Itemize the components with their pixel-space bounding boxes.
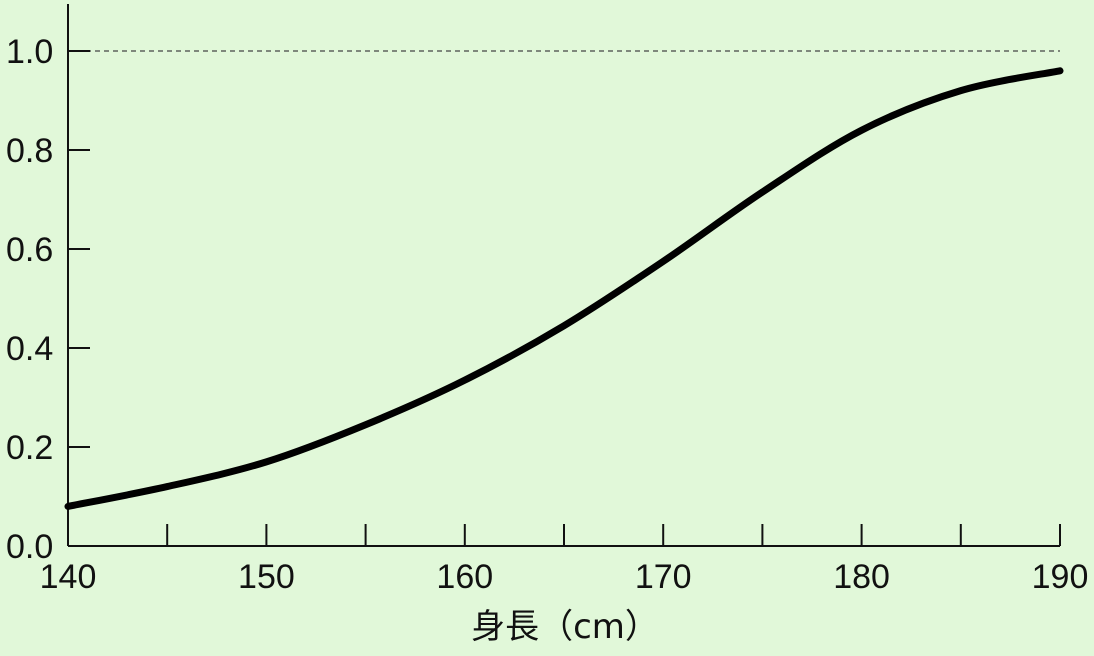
series-line: [64, 67, 1064, 510]
y-tick-label: 0.6: [6, 231, 53, 269]
y-tick-label: 0.0: [6, 528, 53, 566]
x-tick-label: 140: [40, 558, 97, 596]
x-tick-label: 150: [238, 558, 295, 596]
y-tick-label: 1.0: [6, 33, 53, 71]
y-tick-label: 0.2: [6, 429, 53, 467]
y-tick-label: 0.8: [6, 132, 53, 170]
x-tick-label: 170: [635, 558, 692, 596]
x-tick-label: 180: [833, 558, 890, 596]
plot-area: 0.0 0.2 0.4 0.6 0.8 1.0 140 150 160 170 180 190: [6, 4, 1088, 596]
y-tick-label: 0.4: [6, 330, 53, 368]
x-tick-label: 160: [436, 558, 493, 596]
x-axis-title: 身長（cm）: [471, 607, 659, 647]
x-tick-label: 190: [1032, 558, 1089, 596]
